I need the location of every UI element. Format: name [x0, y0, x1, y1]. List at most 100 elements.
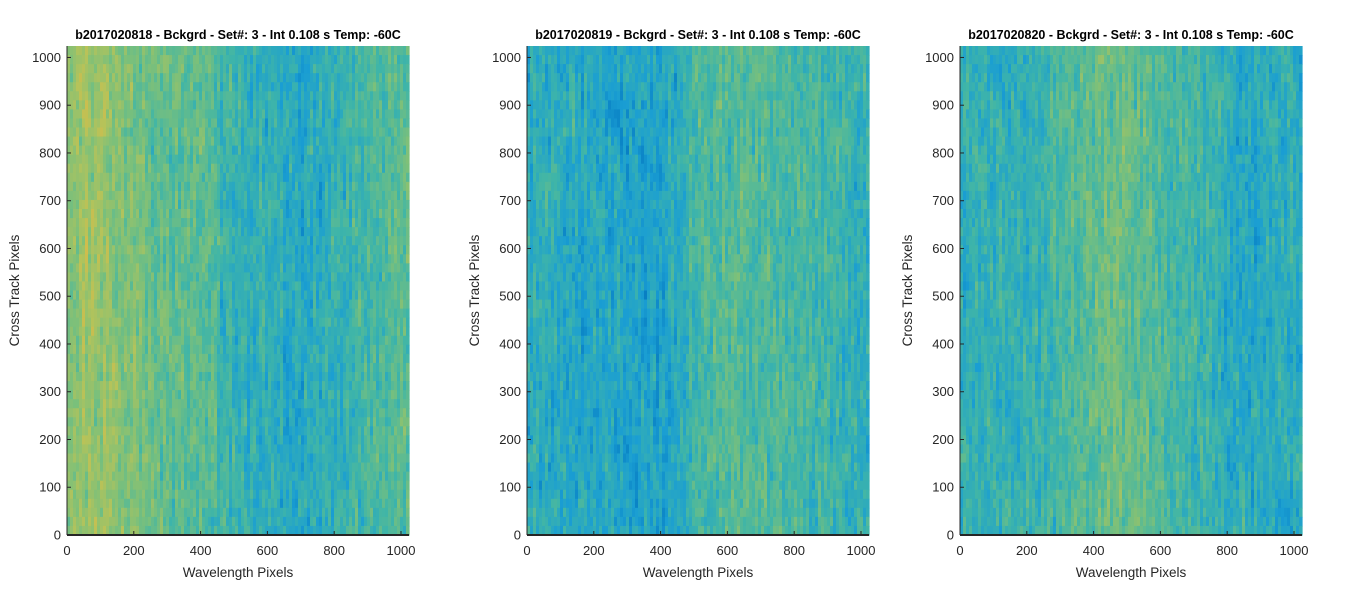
heatmap-cell	[337, 290, 341, 301]
heatmap-cell	[181, 317, 185, 328]
heatmap-cell	[343, 245, 347, 255]
heatmap-cell	[283, 109, 287, 120]
heatmap-cell	[232, 326, 236, 337]
heatmap-cell	[298, 136, 302, 147]
heatmap-cell	[142, 272, 146, 283]
heatmap-cell	[328, 489, 332, 500]
heatmap-cell	[334, 462, 338, 473]
heatmap-cell	[289, 190, 293, 201]
heatmap-cell	[166, 163, 170, 174]
heatmap-cell	[202, 55, 206, 65]
heatmap-cell	[217, 73, 221, 83]
heatmap-cell	[328, 480, 332, 491]
heatmap-cell	[268, 399, 272, 409]
heatmap-cell	[112, 362, 116, 373]
heatmap-cell	[217, 299, 221, 310]
heatmap-cell	[214, 471, 218, 482]
heatmap-cell	[220, 299, 224, 310]
heatmap-cell	[193, 154, 197, 165]
heatmap-cell	[337, 100, 341, 110]
heatmap-cell	[172, 516, 176, 527]
heatmap-cell	[121, 91, 125, 101]
heatmap-cell	[166, 73, 170, 83]
heatmap-cell	[139, 335, 143, 346]
heatmap-cell	[172, 263, 176, 273]
heatmap-cell	[331, 417, 335, 427]
heatmap-cell	[82, 399, 86, 409]
heatmap-cell	[139, 525, 143, 536]
heatmap-cell	[97, 453, 101, 464]
heatmap-cell	[103, 308, 107, 319]
heatmap-cell	[310, 55, 314, 65]
heatmap-cell	[283, 299, 287, 310]
heatmap-cell	[184, 281, 188, 292]
heatmap-cell	[229, 353, 233, 364]
heatmap-cell	[229, 489, 233, 500]
heatmap-cell	[100, 326, 104, 337]
heatmap-cell	[277, 498, 281, 509]
heatmap-cell	[307, 82, 311, 92]
heatmap-cell	[319, 317, 323, 328]
heatmap-cell	[256, 444, 260, 455]
heatmap-cell	[118, 254, 122, 264]
heatmap-cell	[151, 100, 155, 110]
heatmap-cell	[211, 136, 215, 147]
heatmap-cell	[331, 326, 335, 337]
heatmap-cell	[271, 453, 275, 464]
heatmap-cell	[244, 507, 248, 518]
heatmap-cell	[94, 317, 98, 328]
heatmap-cell	[340, 199, 344, 210]
heatmap-cell	[259, 299, 263, 310]
heatmap-cell	[262, 163, 266, 174]
heatmap-cell	[97, 326, 101, 337]
heatmap-cell	[232, 344, 236, 355]
heatmap-cell	[178, 462, 182, 473]
heatmap-cell	[91, 426, 95, 436]
heatmap-cell	[121, 163, 125, 174]
heatmap-cell	[208, 227, 212, 237]
heatmap-cell	[331, 118, 335, 129]
heatmap-cell	[106, 145, 110, 156]
heatmap-cell	[109, 127, 113, 138]
heatmap-cell	[157, 507, 161, 518]
heatmap-cell	[169, 236, 173, 246]
heatmap-cell	[136, 199, 140, 210]
heatmap-cell	[130, 344, 134, 355]
heatmap-cell	[334, 453, 338, 464]
heatmap-cell	[331, 489, 335, 500]
heatmap-cell	[316, 281, 320, 292]
heatmap-cell	[298, 109, 302, 120]
heatmap-cell	[94, 127, 98, 138]
heatmap-cell	[343, 272, 347, 283]
heatmap-cell	[247, 263, 251, 273]
heatmap-cell	[118, 236, 122, 246]
heatmap-cell	[187, 399, 191, 409]
heatmap-cell	[199, 326, 203, 337]
heatmap-cell	[76, 353, 80, 364]
heatmap-cell	[232, 335, 236, 346]
heatmap-cell	[280, 236, 284, 246]
heatmap-cell	[319, 462, 323, 473]
heatmap-cell	[91, 444, 95, 455]
heatmap-cell	[106, 55, 110, 65]
heatmap-cell	[154, 227, 158, 237]
heatmap-cell	[106, 489, 110, 500]
heatmap-cell	[166, 218, 170, 228]
heatmap-cell	[232, 163, 236, 174]
heatmap-cell	[277, 462, 281, 473]
heatmap-cell	[334, 218, 338, 228]
heatmap-cell	[142, 417, 146, 427]
heatmap-cell	[274, 372, 278, 382]
heatmap-cell	[319, 525, 323, 536]
heatmap-cell	[124, 344, 128, 355]
heatmap-cell	[103, 209, 107, 219]
heatmap-cell	[115, 64, 119, 74]
heatmap-cell	[91, 372, 95, 382]
heatmap-cell	[94, 399, 98, 409]
heatmap-cell	[148, 73, 152, 83]
heatmap-cell	[151, 290, 155, 301]
heatmap-cell	[325, 100, 329, 110]
heatmap-cell	[88, 362, 92, 373]
heatmap-cell	[292, 453, 296, 464]
heatmap-cell	[205, 308, 209, 319]
